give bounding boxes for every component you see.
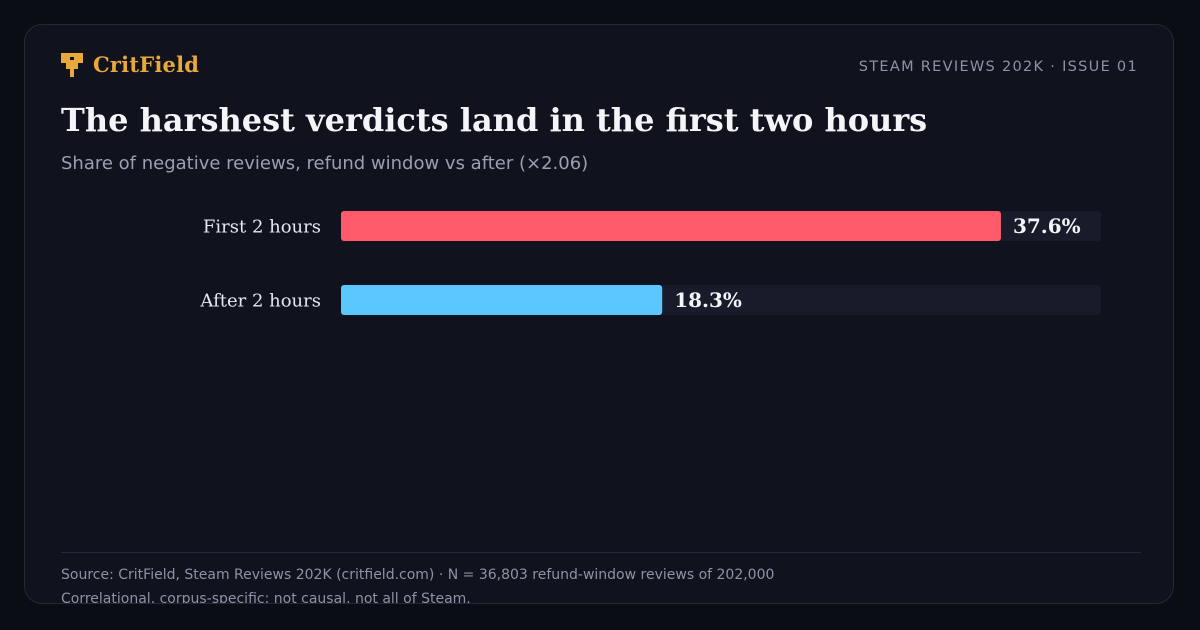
brand: CritField (61, 52, 199, 78)
bar-value-label: 18.3% (674, 288, 742, 312)
bar (341, 211, 1001, 241)
footer-divider (61, 552, 1141, 553)
chart-subtitle: Share of negative reviews, refund window… (61, 153, 589, 174)
brand-name: CritField (93, 52, 200, 77)
source-note: Source: CritField, Steam Reviews 202K (c… (61, 567, 775, 583)
category-label: After 2 hours (199, 291, 321, 312)
category-label: First 2 hours (203, 217, 321, 238)
chart-title: The harshest verdicts land in the first … (61, 101, 928, 139)
chart-card: CritField STEAM REVIEWS 202K · ISSUE 01 … (24, 24, 1174, 604)
issue-label: STEAM REVIEWS 202K · ISSUE 01 (858, 59, 1138, 75)
bar-chart: First 2 hours 37.6% After 2 hours 18.3% (199, 211, 1101, 315)
caveat-note: Correlational, corpus-specific; not caus… (61, 591, 471, 604)
critfield-logo-icon (61, 53, 83, 77)
bar (341, 285, 663, 315)
bar-value-label: 37.6% (1013, 214, 1081, 238)
